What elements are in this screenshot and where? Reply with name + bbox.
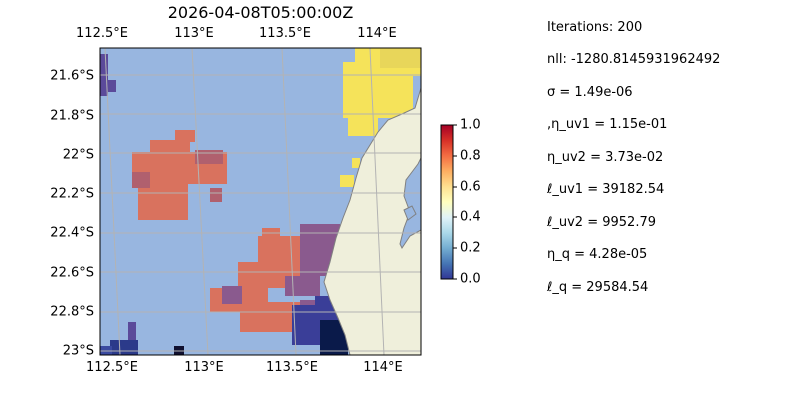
- lon-tick-top: 113.5°E: [259, 26, 311, 41]
- stat-nll: nll: -1280.8145931962492: [547, 52, 721, 67]
- land-mass: [323, 87, 421, 355]
- figure-title: 2026-04-08T05:00:00Z: [167, 3, 354, 22]
- lat-tick: 21.6°S: [50, 68, 94, 84]
- stat-eta-uv2: η_uv2 = 3.73e-02: [547, 150, 664, 165]
- colorbar-tick: 1.0: [460, 117, 481, 133]
- stat-sigma: σ = 1.49e-06: [547, 85, 633, 100]
- stat-ell-uv2: ℓ_uv2 = 9952.79: [547, 215, 656, 230]
- graticule: [100, 48, 421, 355]
- lat-tick: 21.8°S: [50, 108, 94, 124]
- stat-eta-q: η_q = 4.28e-05: [547, 247, 648, 262]
- colorbar-tick: 0.2: [460, 240, 481, 256]
- colorbar-tick: 0.4: [460, 209, 481, 225]
- field-patch-north: [340, 48, 421, 190]
- lon-tick-bottom: 113.5°E: [266, 360, 318, 375]
- lat-tick: 22.8°S: [50, 304, 94, 320]
- lon-tick-bottom: 112.5°E: [86, 360, 138, 375]
- colorbar-tick: 0.6: [460, 179, 481, 195]
- lon-tick-top: 114°E: [357, 26, 397, 41]
- stat-iterations: Iterations: 200: [547, 20, 643, 35]
- lon-tick-top: 112.5°E: [76, 26, 128, 41]
- stat-eta-uv1: ,η_uv1 = 1.15e-01: [547, 117, 668, 132]
- lat-tick: 23°S: [62, 343, 94, 359]
- lat-tick: 22.6°S: [50, 265, 94, 281]
- lon-tick-bottom: 114°E: [363, 360, 403, 375]
- colorbar-tick: 0.8: [460, 148, 481, 164]
- lon-tick-bottom: 113°E: [184, 360, 224, 375]
- lon-tick-top: 113°E: [174, 26, 214, 41]
- stat-ell-uv1: ℓ_uv1 = 39182.54: [547, 182, 665, 197]
- map-frame: [99, 47, 422, 356]
- colorbar: [440, 124, 454, 280]
- lat-tick: 22°S: [62, 147, 94, 163]
- lat-tick: 22.2°S: [50, 186, 94, 202]
- stat-ell-q: ℓ_q = 29584.54: [547, 280, 649, 295]
- colorbar-tick: 0.0: [460, 271, 481, 287]
- lat-tick: 22.4°S: [50, 225, 94, 241]
